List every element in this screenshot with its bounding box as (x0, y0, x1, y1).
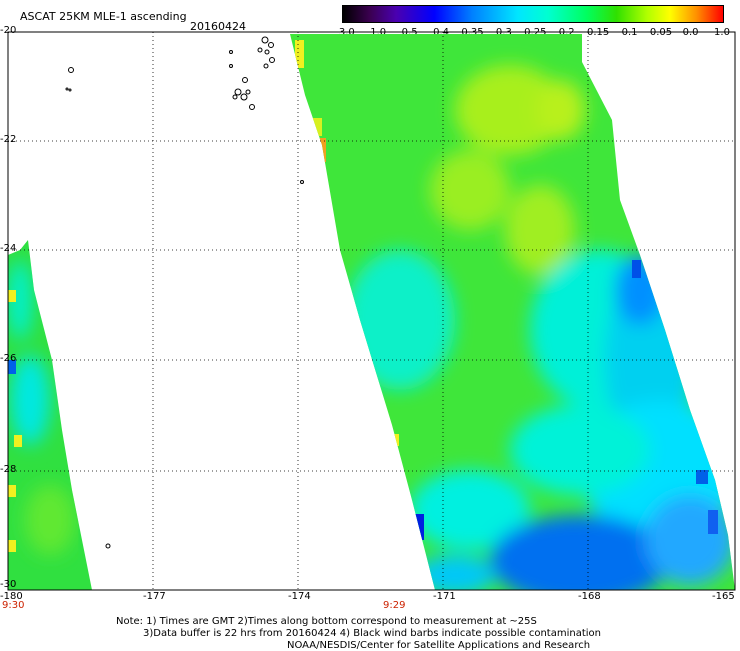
longitude-label: -174 (288, 591, 311, 602)
main-swath (290, 34, 735, 590)
longitude-label: -165 (712, 591, 735, 602)
note-line-2: 3)Data buffer is 22 hrs from 20160424 4)… (143, 628, 601, 639)
map-frame (7, 31, 736, 591)
island-outlines (65, 36, 304, 549)
latitude-label: -22 (0, 134, 17, 145)
latitude-label: -24 (0, 243, 17, 254)
note-line-3: NOAA/NESDIS/Center for Satellite Applica… (287, 640, 591, 651)
longitude-label: -168 (578, 591, 601, 602)
time-label-left: 9:30 (2, 600, 25, 611)
lat-lon-grid (8, 32, 735, 590)
left-swath (8, 240, 92, 590)
longitude-label: -171 (433, 591, 456, 602)
longitude-label: -180 (0, 591, 23, 602)
colorbar (342, 5, 724, 23)
time-label-center: 9:29 (383, 600, 406, 611)
note-line-1: Note: 1) Times are GMT 2)Times along bot… (116, 616, 537, 627)
latitude-label: -26 (0, 353, 17, 364)
product-title: ASCAT 25KM MLE-1 ascending (20, 10, 187, 23)
longitude-label: -177 (143, 591, 166, 602)
latitude-label: -20 (0, 25, 17, 36)
latitude-label: -30 (0, 579, 17, 590)
product-date: 20160424 (190, 20, 246, 33)
latitude-label: -28 (0, 464, 17, 475)
